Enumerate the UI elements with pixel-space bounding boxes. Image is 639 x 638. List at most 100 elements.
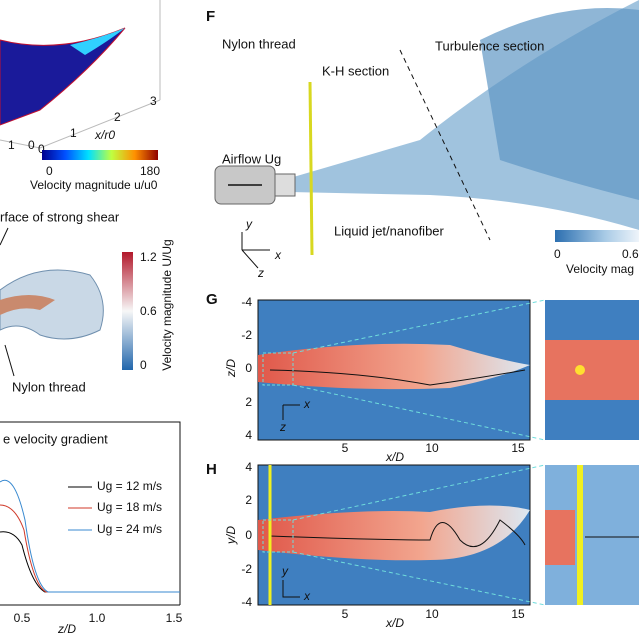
axes-frame bbox=[0, 421, 181, 605]
tick: 10 bbox=[425, 607, 439, 621]
curve-12 bbox=[0, 531, 180, 593]
axis-name: z bbox=[257, 266, 264, 280]
thread-dot bbox=[575, 365, 585, 375]
tick: 0 bbox=[245, 528, 252, 542]
tick: 5 bbox=[342, 441, 349, 455]
zoom-lines bbox=[292, 464, 546, 606]
panel-letter: G bbox=[206, 291, 218, 308]
tick: 0 bbox=[38, 142, 45, 156]
surface bbox=[0, 27, 126, 126]
tick: -2 bbox=[241, 328, 252, 342]
zoom-lines bbox=[292, 299, 546, 441]
panel-c: e velocity gradient Ug = 12 m/s Ug = 18 … bbox=[0, 421, 183, 636]
colorbar-tick: 0.6 bbox=[140, 304, 157, 318]
colorbar-label: Velocity magnitude u/u0 bbox=[30, 178, 158, 192]
axis-triad bbox=[282, 580, 300, 598]
tick: 1.0 bbox=[89, 611, 106, 625]
colorbar-tick: 0.6 bbox=[622, 247, 639, 261]
axis-name: x bbox=[303, 397, 311, 411]
title: e velocity gradient bbox=[3, 431, 108, 446]
panel-letter: H bbox=[206, 461, 217, 478]
panel-letter: F bbox=[206, 8, 215, 25]
axis-name: z bbox=[279, 420, 286, 434]
turbulence bbox=[480, 8, 639, 200]
axis-label: x/r0 bbox=[94, 128, 115, 142]
axis-label: z/D bbox=[57, 622, 76, 636]
fiber bbox=[269, 369, 526, 386]
panel-f: F Nylon thread K-H section Turbulence se… bbox=[206, 0, 639, 280]
tick: 1 bbox=[70, 126, 77, 140]
inset-jet bbox=[545, 510, 575, 565]
legend-label: Ug = 18 m/s bbox=[97, 500, 162, 514]
box-edge bbox=[0, 0, 161, 149]
pointer bbox=[4, 344, 15, 377]
tick: 1 bbox=[8, 138, 15, 152]
shear-core bbox=[0, 295, 55, 315]
pointer bbox=[0, 227, 9, 246]
label: K-H section bbox=[322, 63, 389, 78]
tick: 2 bbox=[245, 493, 252, 507]
axis-triad bbox=[241, 232, 270, 269]
label: Liquid jet/nanofiber bbox=[334, 223, 445, 238]
colorbar-tick: 1.2 bbox=[140, 250, 157, 264]
colorbar-label: Velocity magnitude U/Ug bbox=[160, 239, 174, 370]
tick: 3 bbox=[150, 94, 157, 108]
axis-name: y bbox=[245, 217, 253, 231]
colorbar-tick: 180 bbox=[140, 164, 160, 178]
label: Nylon thread bbox=[12, 379, 86, 394]
colorbar-label: Velocity mag bbox=[566, 262, 634, 276]
colorbar bbox=[555, 230, 639, 242]
label: Nylon thread bbox=[222, 36, 296, 51]
surface-highlight bbox=[70, 28, 125, 55]
panel-h: H 4 2 0 -2 -4 y/D 5 10 15 x/D y x bbox=[206, 460, 639, 630]
axis-name: x bbox=[303, 589, 311, 603]
label: Turbulence section bbox=[435, 38, 544, 53]
axis-label: x/D bbox=[385, 616, 404, 630]
jet-field bbox=[258, 505, 530, 561]
colorbar-tick: 0 bbox=[140, 358, 147, 372]
thread bbox=[308, 81, 314, 256]
tick: 15 bbox=[511, 441, 525, 455]
label: Airflow Ug bbox=[222, 151, 281, 166]
tick: 15 bbox=[511, 607, 525, 621]
tick: 0 bbox=[28, 138, 35, 152]
tick: -4 bbox=[241, 595, 252, 609]
axis-label: z/D bbox=[224, 359, 238, 378]
tick: 5 bbox=[342, 607, 349, 621]
panel-a: 0 1 2 3 x/r0 1 0 0 180 Velocity magnitud… bbox=[0, 0, 161, 192]
axis-triad bbox=[282, 404, 300, 420]
curve-18 bbox=[0, 504, 180, 593]
tick: 2 bbox=[114, 110, 121, 124]
colorbar-tick: 0 bbox=[554, 247, 561, 261]
section-divider bbox=[399, 49, 491, 241]
panel-g: G -4 -2 0 2 4 z/D 5 10 15 x/D z x bbox=[206, 291, 639, 464]
colorbar bbox=[122, 252, 133, 370]
curve-24 bbox=[0, 479, 180, 593]
tick: 4 bbox=[245, 460, 252, 474]
nozzle-tip bbox=[274, 173, 296, 197]
fiber bbox=[269, 519, 526, 548]
tick: -2 bbox=[241, 562, 252, 576]
zoom-box bbox=[262, 352, 294, 386]
tick: 4 bbox=[245, 428, 252, 442]
colorbar-tick: 0 bbox=[46, 164, 53, 178]
tick: 0.5 bbox=[14, 611, 31, 625]
axis-label: x/D bbox=[385, 450, 404, 464]
axis-name: y bbox=[281, 564, 289, 578]
shear-surface bbox=[0, 269, 104, 340]
axis-name: x bbox=[274, 248, 282, 262]
annotation: rface of strong shear bbox=[0, 209, 120, 224]
colorbar bbox=[42, 150, 158, 160]
tick: 2 bbox=[245, 395, 252, 409]
tick: 1.5 bbox=[166, 611, 183, 625]
legend-label: Ug = 24 m/s bbox=[97, 522, 162, 536]
tick: 0 bbox=[245, 361, 252, 375]
panel-b: rface of strong shear Nylon thread 1.2 0… bbox=[0, 209, 174, 394]
legend-label: Ug = 12 m/s bbox=[97, 479, 162, 493]
inset-jet bbox=[545, 340, 639, 400]
zoom-box bbox=[262, 519, 294, 553]
jet-field bbox=[258, 343, 530, 390]
tick: -4 bbox=[241, 295, 252, 309]
axis-label: y/D bbox=[224, 526, 238, 545]
